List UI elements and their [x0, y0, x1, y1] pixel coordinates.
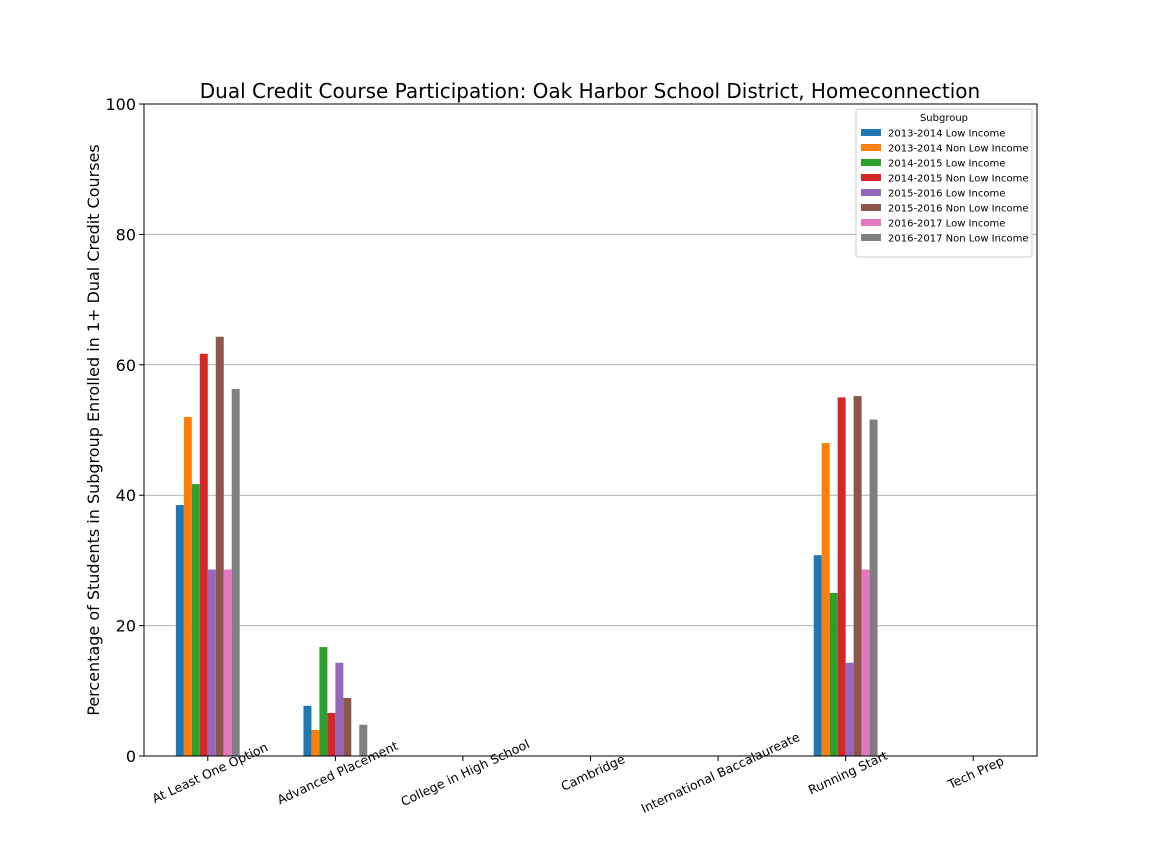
- legend-swatch: [861, 144, 881, 151]
- legend-label: 2015-2016 Low Income: [888, 189, 1005, 200]
- bar: [829, 593, 838, 756]
- bar: [191, 484, 200, 756]
- bar: [813, 555, 822, 756]
- x-tick-label: College in High School: [398, 736, 531, 809]
- chart-title: Dual Credit Course Participation: Oak Ha…: [200, 79, 980, 103]
- gridlines: [144, 233, 1037, 627]
- legend-label: 2014-2015 Low Income: [888, 159, 1005, 170]
- legend-title: Subgroup: [920, 113, 968, 124]
- bar: [175, 504, 184, 756]
- bar: [853, 396, 862, 756]
- bar: [183, 416, 192, 756]
- bar: [215, 336, 224, 756]
- bar: [303, 705, 312, 756]
- legend: Subgroup 2013-2014 Low Income 2013-2014 No…: [855, 108, 1033, 258]
- bar: [837, 397, 846, 756]
- legend-swatch: [861, 159, 881, 166]
- bar: [311, 729, 320, 756]
- legend-label: 2013-2014 Low Income: [888, 129, 1005, 140]
- x-tick-label: International Baccalaureate: [639, 729, 803, 816]
- bar: [335, 662, 344, 756]
- bar: [223, 569, 232, 756]
- legend-label: 2015-2016 Non Low Income: [888, 204, 1028, 215]
- bar: [327, 712, 336, 756]
- legend-swatch: [861, 174, 881, 181]
- y-tick-label: 40: [116, 486, 136, 505]
- legend-label: 2016-2017 Low Income: [888, 219, 1005, 230]
- legend-swatch: [861, 234, 881, 241]
- bar: [343, 697, 352, 756]
- bar: [359, 724, 368, 756]
- x-axis: At Least One Option Advanced PlacementCol…: [150, 729, 1006, 816]
- legend-swatch: [861, 129, 881, 136]
- x-tick-label: Cambridge: [559, 751, 628, 794]
- bar: [845, 662, 854, 756]
- bar: [207, 569, 216, 756]
- bar: [231, 388, 240, 756]
- legend-label: 2014-2015 Non Low Income: [888, 174, 1028, 185]
- bars: [175, 336, 878, 756]
- y-axis-label: Percentage of Students in Subgroup Enrol…: [84, 144, 103, 715]
- y-tick-label: 100: [105, 95, 136, 114]
- legend-label: 2016-2017 Non Low Income: [888, 234, 1028, 245]
- y-tick-label: 0: [126, 747, 136, 766]
- legend-swatch: [861, 204, 881, 211]
- legend-box: [855, 108, 1033, 258]
- legend-label: 2013-2014 Non Low Income: [888, 144, 1028, 155]
- bar: [319, 647, 328, 756]
- bar: [821, 443, 830, 756]
- bar: [869, 419, 878, 756]
- y-tick-label: 20: [116, 617, 136, 636]
- y-tick-label: 80: [116, 225, 136, 244]
- legend-swatch: [861, 189, 881, 196]
- x-tick-label: Tech Prep: [945, 753, 1006, 792]
- bar: [861, 569, 870, 756]
- bar: [199, 353, 208, 756]
- y-tick-label: 60: [116, 356, 136, 375]
- y-axis: 0 20 40 60 80 100: [105, 95, 144, 766]
- legend-swatch: [861, 219, 881, 226]
